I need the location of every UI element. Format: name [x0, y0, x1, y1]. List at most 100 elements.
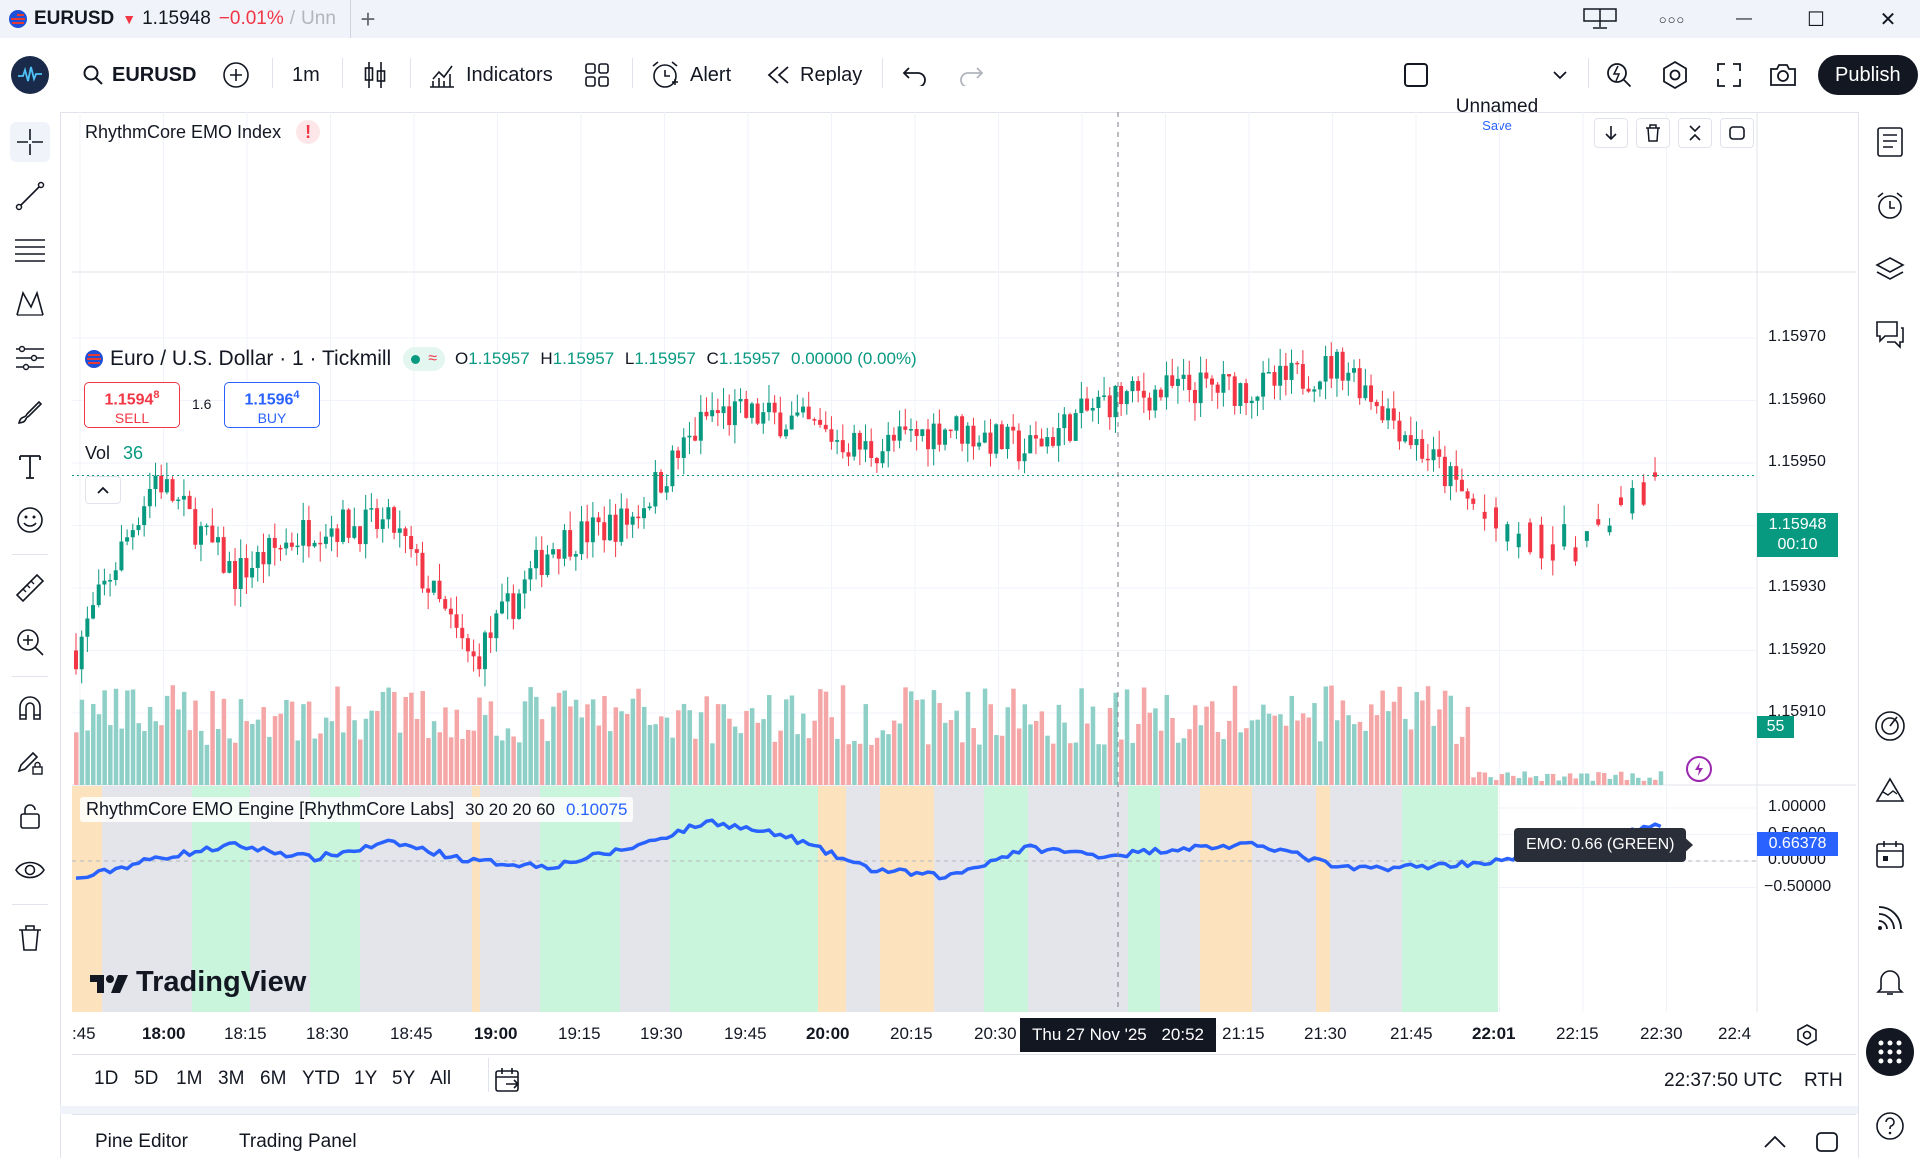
- interval-button[interactable]: 1m: [292, 63, 320, 86]
- range-1m[interactable]: 1M: [176, 1068, 203, 1089]
- layout-dropdown[interactable]: [1552, 38, 1568, 112]
- candle-body: [920, 429, 925, 436]
- volume-bar: [755, 722, 761, 785]
- main-legend[interactable]: Euro / U.S. Dollar · 1 · Tickmill ≈ O1.1…: [84, 347, 917, 371]
- snapshot-button[interactable]: [1768, 38, 1798, 112]
- chats-button[interactable]: [1870, 314, 1910, 354]
- move-pane-down-button[interactable]: [1594, 118, 1628, 148]
- quick-search-button[interactable]: [1604, 38, 1634, 112]
- range-ytd[interactable]: YTD: [302, 1068, 340, 1089]
- undo-button[interactable]: [902, 38, 928, 112]
- range-5y[interactable]: 5Y: [392, 1068, 416, 1089]
- volume-legend[interactable]: Vol 36: [85, 443, 143, 464]
- ideas-stream-button[interactable]: [1870, 898, 1910, 938]
- maximize-panel-button[interactable]: [1810, 1127, 1844, 1157]
- watchlist-button[interactable]: [1870, 122, 1910, 162]
- volume-bar: [948, 719, 954, 785]
- utc-clock[interactable]: 22:37:50 UTC: [1664, 1070, 1783, 1091]
- market-status[interactable]: ≈: [403, 347, 445, 371]
- candle-body: [181, 495, 186, 500]
- trading-panel-tab[interactable]: Trading Panel: [239, 1131, 357, 1152]
- fib-tool[interactable]: [10, 230, 50, 270]
- maximize-button[interactable]: ☐: [1807, 8, 1825, 31]
- price-tick-label: 1.15930: [1768, 578, 1826, 595]
- pattern-tool[interactable]: [10, 284, 50, 324]
- notifications-button[interactable]: [1870, 962, 1910, 1002]
- trendline-tool[interactable]: [10, 176, 50, 216]
- chart-type-button[interactable]: [362, 38, 388, 112]
- emo-engine-legend[interactable]: RhythmCore EMO Engine [RhythmCore Labs] …: [80, 797, 634, 822]
- crosshair-tool[interactable]: [10, 122, 50, 162]
- tv-logo-icon: [90, 974, 128, 993]
- chart-canvas[interactable]: [72, 112, 1856, 1012]
- pine-editor-tab[interactable]: Pine Editor: [95, 1131, 188, 1152]
- alerts-button[interactable]: [1870, 186, 1910, 226]
- lock-drawings-tool[interactable]: [10, 742, 50, 782]
- templates-button[interactable]: [584, 38, 610, 112]
- sell-button[interactable]: 1.15948 SELL: [84, 382, 180, 428]
- app-logo[interactable]: [10, 38, 50, 112]
- buy-button[interactable]: 1.15964 BUY: [224, 382, 320, 428]
- symbol-search[interactable]: EURUSD: [82, 38, 196, 112]
- lightning-icon[interactable]: [1686, 756, 1712, 782]
- range-5d[interactable]: 5D: [134, 1068, 159, 1089]
- lock-tool[interactable]: [10, 796, 50, 836]
- range-3m[interactable]: 3M: [218, 1068, 245, 1089]
- collapse-pane-button[interactable]: [1678, 118, 1712, 148]
- layout-checkbox[interactable]: [1404, 38, 1428, 112]
- goto-date-button[interactable]: [488, 1064, 528, 1096]
- brush-tool[interactable]: [10, 392, 50, 432]
- candle-body: [289, 542, 294, 547]
- new-tab-button[interactable]: +: [360, 3, 376, 34]
- expand-panel-button[interactable]: [1758, 1127, 1792, 1157]
- candle-body: [1221, 374, 1226, 393]
- products-button[interactable]: [1866, 1028, 1914, 1076]
- delete-pane-button[interactable]: [1636, 118, 1670, 148]
- emo-index-legend[interactable]: RhythmCore EMO Index !: [85, 120, 321, 144]
- replay-button[interactable]: Replay: [766, 38, 862, 112]
- hotlists-button[interactable]: [1870, 770, 1910, 810]
- candle-body: [806, 406, 811, 420]
- session-toggle[interactable]: RTH: [1804, 1070, 1843, 1091]
- range-all[interactable]: All: [430, 1068, 452, 1089]
- fullscreen-button[interactable]: [1716, 38, 1742, 112]
- maximize-pane-button[interactable]: [1720, 118, 1754, 148]
- zoom-tool[interactable]: [10, 622, 50, 662]
- axis-settings-button[interactable]: [1790, 1018, 1824, 1052]
- range-6m[interactable]: 6M: [260, 1068, 287, 1089]
- minimize-button[interactable]: —: [1736, 10, 1752, 27]
- redo-button[interactable]: [958, 38, 984, 112]
- data-window-button[interactable]: [1870, 706, 1910, 746]
- more-menu-button[interactable]: ○○○: [1658, 11, 1686, 27]
- volume-bar: [647, 724, 653, 785]
- settings-button[interactable]: [1660, 38, 1690, 112]
- candle-body: [85, 618, 90, 637]
- warning-icon[interactable]: !: [296, 120, 321, 144]
- calendar-button[interactable]: [1870, 834, 1910, 874]
- visibility-tool[interactable]: [10, 850, 50, 890]
- close-button[interactable]: ✕: [1879, 8, 1897, 31]
- remove-tool[interactable]: [10, 918, 50, 958]
- magnet-tool[interactable]: [10, 688, 50, 728]
- forecast-tool[interactable]: [10, 338, 50, 378]
- layout-icon[interactable]: [1580, 6, 1620, 32]
- indicators-button[interactable]: Indicators: [428, 38, 553, 112]
- range-1y[interactable]: 1Y: [354, 1068, 378, 1089]
- volume-bar: [732, 726, 738, 785]
- layout-name-button[interactable]: Unnamed Save: [1452, 96, 1542, 133]
- range-1d[interactable]: 1D: [94, 1068, 119, 1089]
- chart-tab[interactable]: EURUSD ▼ 1.15948 −0.01% / Unn: [8, 0, 336, 38]
- publish-button[interactable]: Publish: [1818, 55, 1918, 95]
- collapse-legend-button[interactable]: [85, 476, 121, 504]
- candle-body: [761, 412, 766, 424]
- candle-body: [585, 521, 590, 543]
- emoji-tool[interactable]: [10, 500, 50, 540]
- alert-button[interactable]: Alert: [650, 38, 731, 112]
- help-button[interactable]: [1870, 1106, 1910, 1146]
- compare-button[interactable]: [222, 38, 250, 112]
- measure-tool[interactable]: [10, 568, 50, 608]
- object-tree-button[interactable]: [1870, 250, 1910, 290]
- text-tool[interactable]: [10, 446, 50, 486]
- volume-bar: [1522, 771, 1527, 785]
- emo-state-band: [310, 786, 360, 1012]
